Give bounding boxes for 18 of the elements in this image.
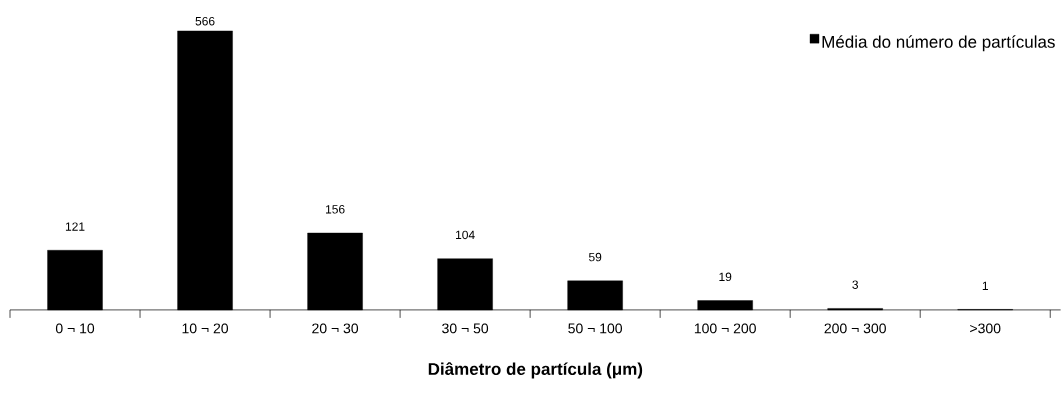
data-label: 156 — [326, 205, 345, 214]
data-label: 121 — [65, 222, 85, 231]
x-tick-label: 200 ¬ 300 — [824, 323, 886, 334]
data-label: 566 — [195, 16, 215, 26]
data-label: 1 — [982, 281, 988, 290]
x-tick-label: 30 ¬ 50 — [442, 323, 489, 334]
x-tick-label: >300 — [970, 323, 1001, 334]
x-tick-label: 50 ¬ 100 — [568, 323, 623, 334]
x-tick-label: 100 ¬ 200 — [694, 323, 756, 334]
x-tick-label: 20 ¬ 30 — [312, 323, 359, 334]
x-tick-label: 0 ¬ 10 — [55, 323, 95, 334]
data-label: 104 — [456, 230, 475, 240]
x-axis-title: Diâmetro de partícula (μm) — [428, 362, 643, 379]
legend-label: Média do número de partículas — [822, 35, 1055, 52]
data-label: 3 — [852, 280, 858, 289]
data-label: 59 — [588, 252, 602, 262]
x-tick-label: 10 ¬ 20 — [182, 323, 229, 334]
data-label: 19 — [719, 272, 732, 282]
